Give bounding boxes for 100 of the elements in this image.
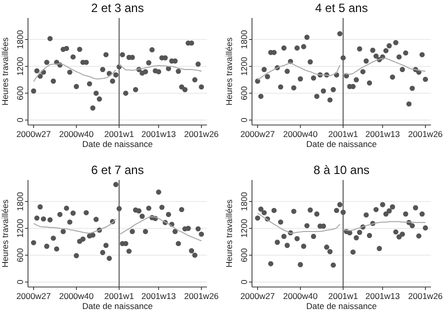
point	[284, 68, 290, 74]
point	[70, 210, 76, 216]
point	[366, 80, 372, 86]
point	[420, 52, 425, 58]
point	[30, 240, 36, 246]
point	[70, 54, 76, 60]
x-tick-label: 2001w13	[141, 291, 176, 301]
point	[182, 87, 188, 92]
point	[370, 48, 376, 53]
x-tick-label: 2001w26	[408, 129, 443, 139]
y-tick-label: 1200	[239, 218, 249, 238]
point	[337, 202, 342, 208]
point	[60, 228, 66, 234]
point	[113, 72, 118, 78]
point	[113, 182, 118, 188]
point	[196, 226, 201, 232]
point	[298, 76, 303, 82]
point	[281, 45, 287, 51]
point	[314, 211, 320, 217]
x-tick-label: 2001w26	[184, 129, 219, 139]
point	[136, 208, 142, 214]
chart-title: 4 et 5 ans	[315, 1, 368, 15]
point	[30, 88, 36, 94]
point	[132, 87, 138, 92]
point	[400, 66, 405, 72]
point	[172, 228, 178, 234]
x-tick-label: 2001w1	[104, 129, 134, 139]
point	[77, 46, 82, 52]
x-tick-label: 2001w1	[104, 291, 134, 301]
point	[57, 212, 63, 218]
point	[262, 210, 267, 216]
y-tick-label: 0	[15, 279, 25, 284]
point	[324, 244, 330, 250]
point	[340, 55, 346, 60]
point	[327, 249, 333, 254]
point	[258, 206, 264, 212]
point	[44, 60, 50, 65]
point	[354, 77, 359, 82]
point	[364, 212, 369, 218]
point	[320, 88, 326, 94]
point	[103, 242, 109, 248]
point	[100, 250, 106, 256]
point	[278, 219, 284, 225]
point	[268, 261, 274, 266]
y-tick-label: 600	[239, 86, 249, 100]
point	[310, 234, 316, 240]
point	[156, 189, 162, 195]
point	[304, 223, 310, 228]
y-axis-title: Heures travaillées	[0, 37, 10, 106]
point	[176, 240, 181, 246]
y-tick-label: 1200	[15, 218, 25, 238]
point	[54, 246, 60, 252]
chart-title: 6 et 7 ans	[91, 163, 144, 177]
point	[390, 74, 396, 80]
point	[126, 248, 132, 254]
point	[330, 262, 336, 268]
point	[34, 68, 40, 74]
point	[393, 229, 398, 235]
x-tick-label: 2001w26	[408, 291, 443, 301]
point	[149, 47, 155, 52]
point	[80, 236, 86, 242]
x-tick-label: 2000w27	[16, 291, 52, 301]
point	[146, 60, 152, 66]
point	[254, 215, 260, 221]
point	[400, 232, 405, 237]
point	[386, 43, 392, 48]
point	[281, 234, 287, 240]
point	[396, 234, 402, 240]
point	[412, 205, 418, 210]
y-tick-label: 1800	[239, 30, 249, 49]
point	[380, 202, 386, 208]
point	[86, 81, 92, 86]
point	[271, 208, 277, 214]
point	[383, 48, 389, 54]
y-axis-title: Heures travaillées	[224, 37, 234, 106]
point	[258, 94, 264, 99]
point	[103, 52, 109, 58]
point	[120, 52, 126, 58]
point	[192, 252, 198, 258]
point	[123, 90, 128, 96]
point	[356, 46, 362, 52]
y-tick-label: 0	[239, 117, 249, 122]
point	[366, 232, 372, 238]
point	[198, 84, 204, 90]
point	[67, 70, 72, 75]
point	[96, 96, 102, 102]
point	[410, 86, 415, 91]
point	[142, 228, 148, 234]
point	[166, 212, 172, 218]
point	[373, 53, 379, 59]
point	[373, 206, 379, 212]
point	[308, 207, 313, 213]
point	[106, 256, 112, 261]
point	[47, 217, 53, 222]
point	[294, 236, 300, 242]
x-tick-label: 2001w26	[184, 291, 219, 301]
x-tick-label: 2001w13	[141, 129, 176, 139]
point	[356, 230, 362, 235]
point	[67, 219, 72, 225]
x-tick-label: 2000w40	[59, 129, 94, 139]
